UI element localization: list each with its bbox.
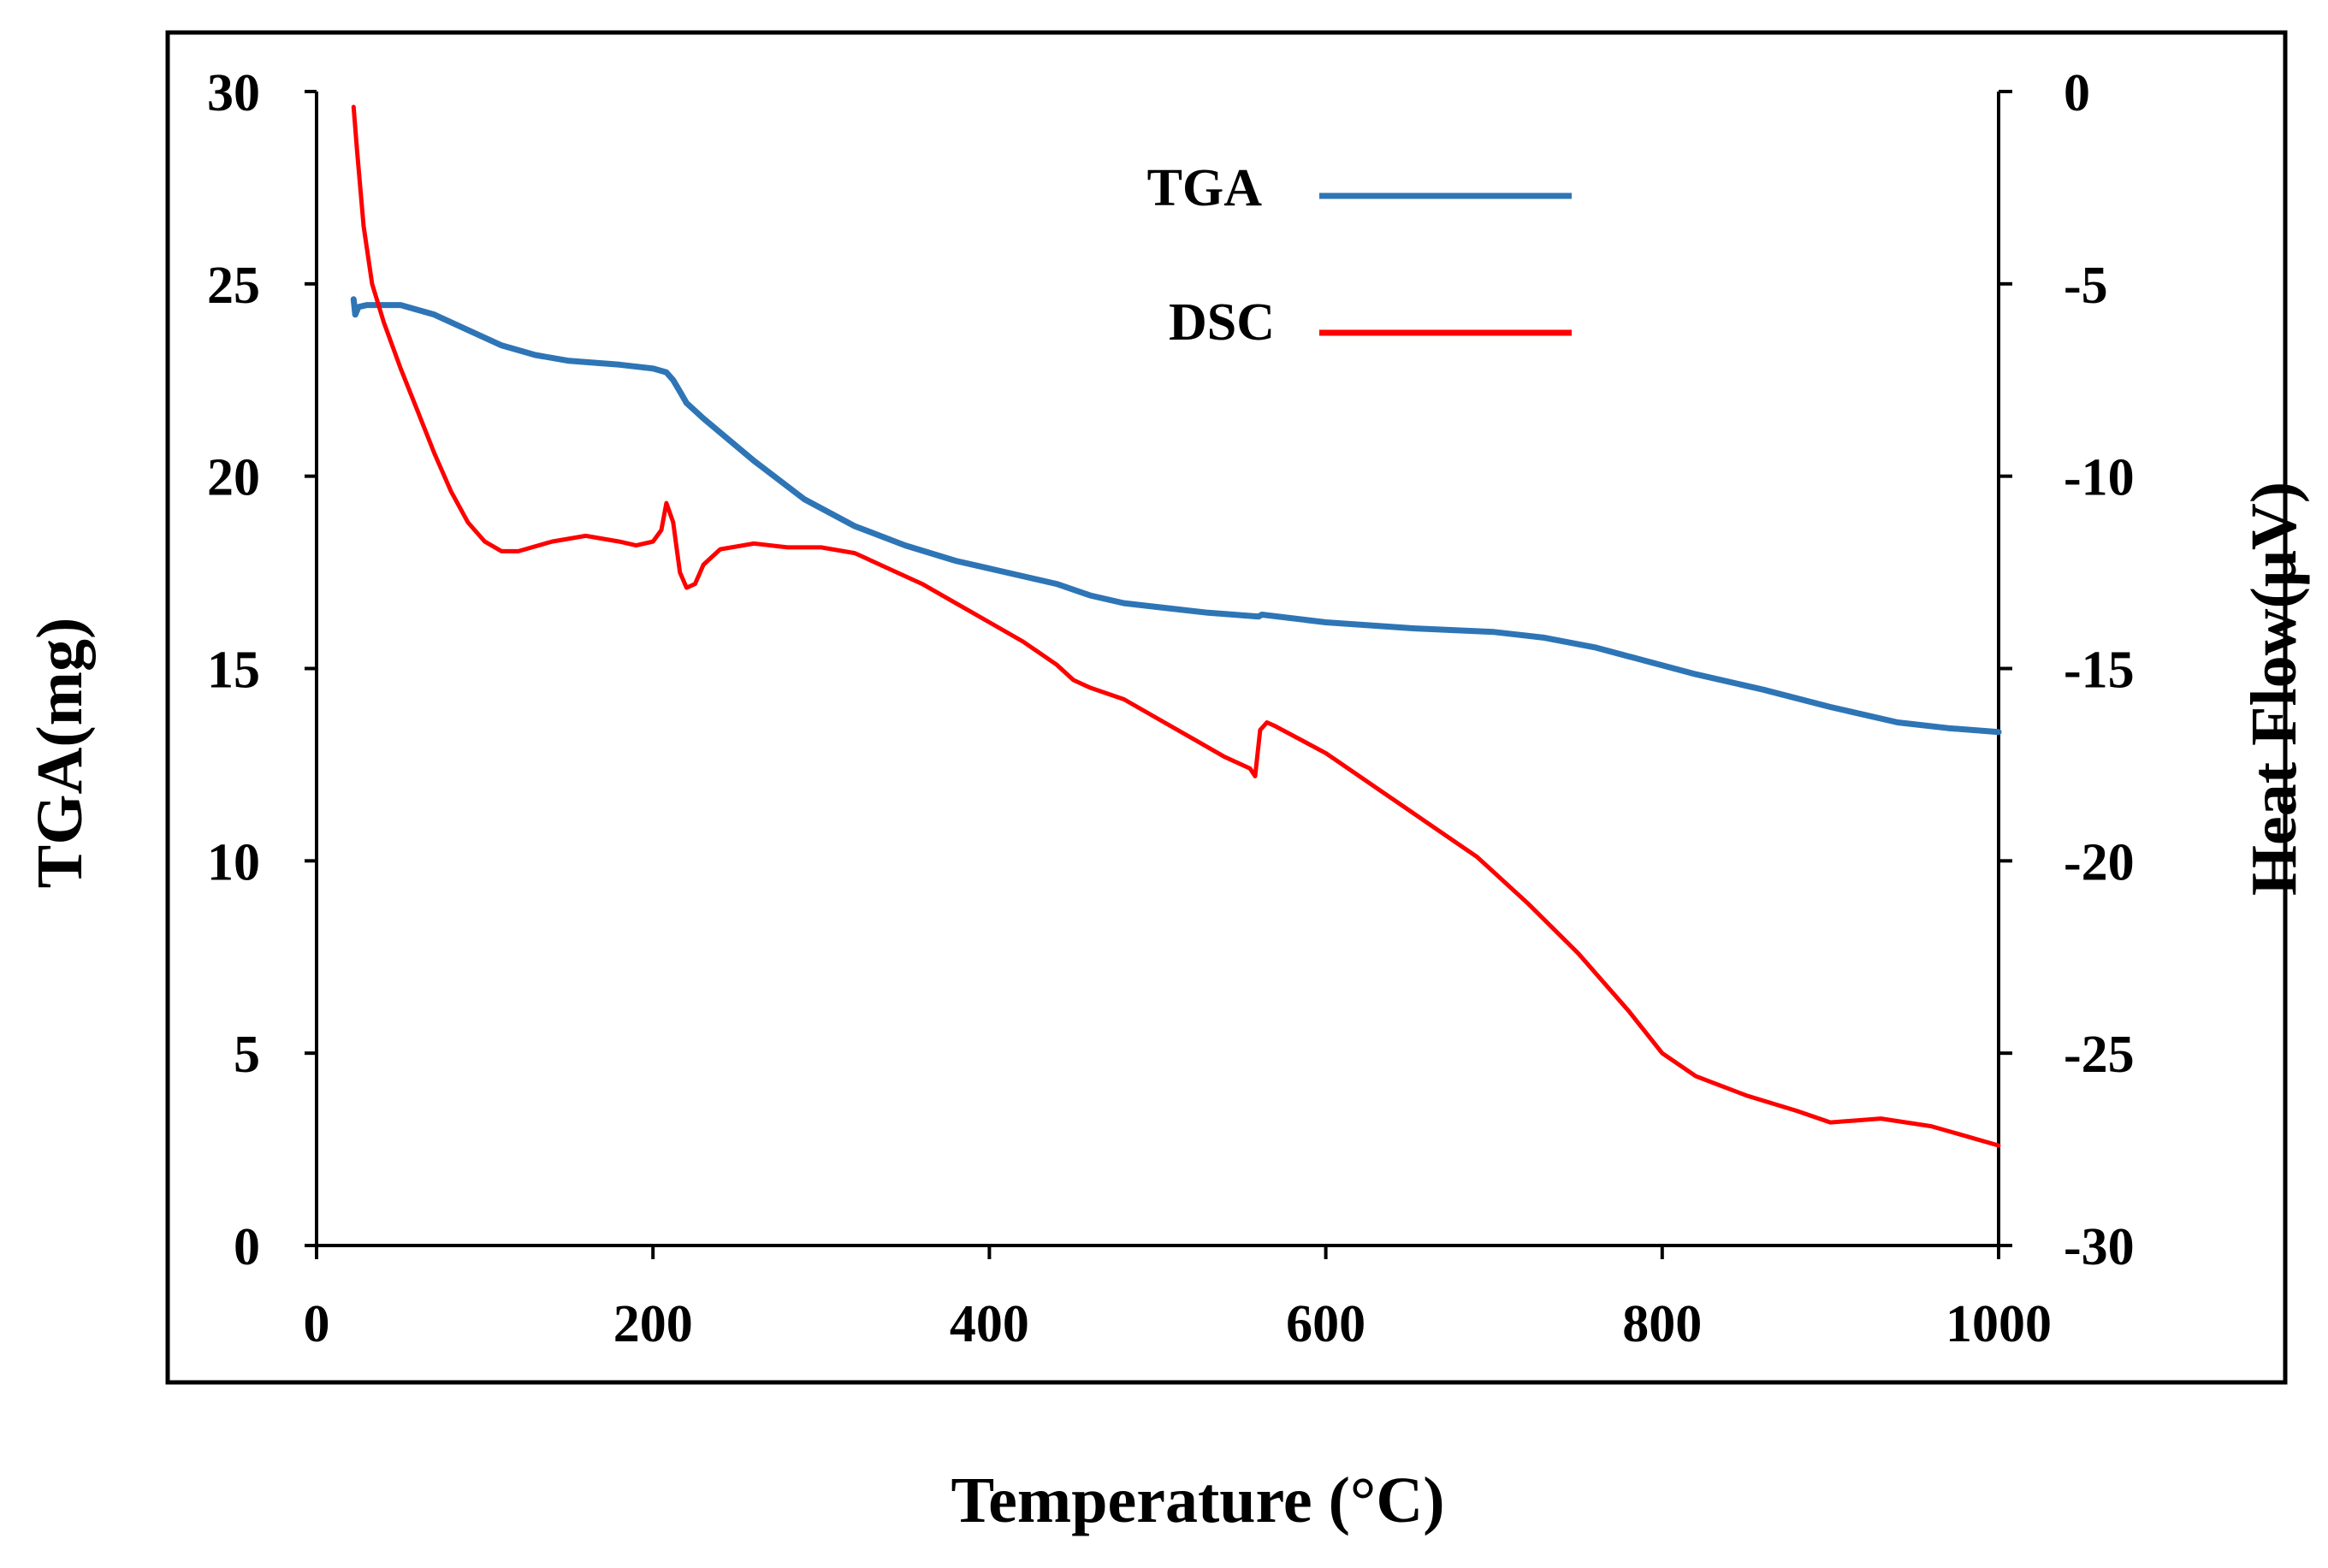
y-right-tick-label: -15 xyxy=(2064,642,2135,700)
chart-frame xyxy=(165,30,2288,1385)
y-left-tick-label: 20 xyxy=(207,449,260,507)
legend-label-dsc: DSC xyxy=(1169,293,1275,352)
y-left-tick-label: 5 xyxy=(234,1026,260,1084)
y-left-tick-label: 0 xyxy=(234,1218,260,1276)
y-axis-right-label: Heat Flow(μV) xyxy=(2238,482,2310,896)
y-left-tick-label: 10 xyxy=(207,833,260,891)
x-tick-label: 800 xyxy=(1622,1295,1702,1353)
data-series xyxy=(350,104,2002,1148)
x-tick-label: 200 xyxy=(613,1295,693,1353)
y-right-tick-label: -30 xyxy=(2064,1218,2135,1276)
x-tick-label: 400 xyxy=(950,1295,1029,1353)
y-right-tick-label: -20 xyxy=(2064,833,2135,891)
axis-ticks xyxy=(305,90,2012,1259)
series-line-dsc xyxy=(351,104,2001,1148)
axis-tick-labels: 0 200 400 600 800 1000 0 5 10 15 20 25 30 0 -5 -10 -15 -2… xyxy=(207,64,2135,1353)
y-right-tick-label: -5 xyxy=(2064,257,2108,315)
series-line-tga xyxy=(350,296,2002,736)
y-axis-left-label: TGA(mg) xyxy=(24,618,96,889)
y-right-tick-label: 0 xyxy=(2064,64,2090,122)
x-axis-label: Temperature (°C) xyxy=(951,1464,1444,1536)
y-left-tick-label: 30 xyxy=(207,64,260,122)
y-right-tick-label: -10 xyxy=(2064,449,2135,507)
x-tick-label: 0 xyxy=(304,1295,330,1353)
y-left-tick-label: 25 xyxy=(207,257,260,315)
y-right-tick-label: -25 xyxy=(2064,1026,2135,1084)
x-tick-label: 600 xyxy=(1286,1295,1365,1353)
legend: TGA DSC xyxy=(1147,159,1572,352)
y-left-tick-label: 15 xyxy=(207,642,260,700)
legend-label-tga: TGA xyxy=(1147,159,1263,217)
x-tick-label: 1000 xyxy=(1946,1295,2052,1353)
